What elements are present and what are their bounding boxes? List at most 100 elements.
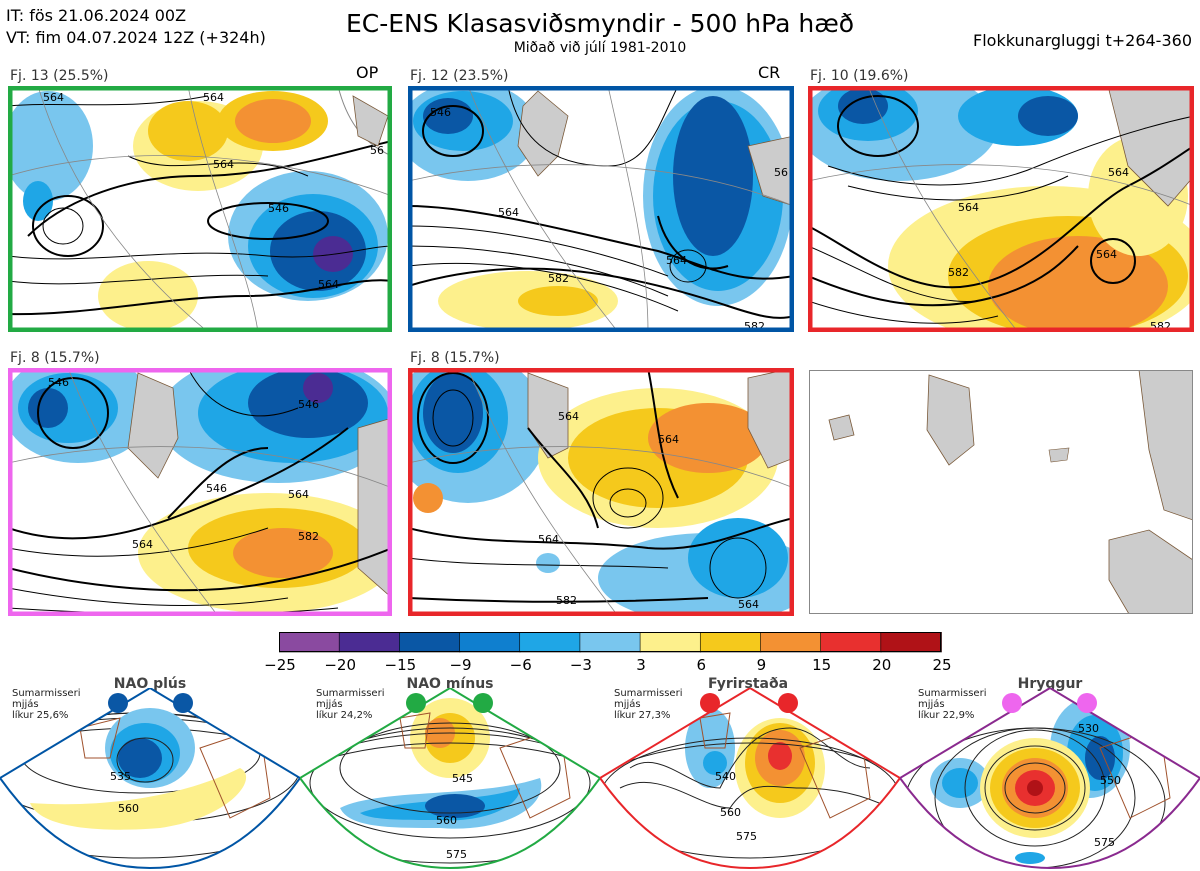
contour-label: 582 [548, 272, 569, 285]
regime-1-dot-2 [173, 693, 193, 713]
contour-label: 560 [118, 802, 139, 815]
contour-label: 582 [298, 530, 319, 543]
regime-4-border [900, 688, 1200, 870]
contour-label: 575 [736, 830, 757, 843]
regime-1-border [0, 688, 300, 870]
colorbar-cell [699, 632, 762, 653]
contour-label: 564 [203, 91, 224, 104]
colorbar-tick-label: 20 [872, 656, 892, 674]
colorbar-tick-label: −15 [384, 656, 417, 674]
regime-1-dot-1 [108, 693, 128, 713]
regime-map-nao-minus: 545 560 575 [300, 688, 600, 871]
panel-4-border [8, 368, 392, 616]
colorbar-cell [459, 632, 521, 653]
colorbar-cell [338, 632, 401, 653]
panel-6-border [809, 370, 1193, 614]
contour-label: 560 [720, 806, 741, 819]
panel-5-border [408, 368, 794, 616]
header-times: IT: fös 21.06.2024 00Z VT: fim 04.07.202… [6, 5, 266, 49]
cluster-map-3: 564 564 582 564 582 [808, 86, 1194, 332]
cluster-map-2: 546 564 582 564 56 582 [408, 86, 794, 332]
contour-label: 546 [206, 482, 227, 495]
page-title: EC-ENS Klasasviðsmyndir - 500 hPa hæð [345, 9, 855, 38]
classification-window: Flokkunargluggi t+264-360 [973, 31, 1192, 50]
contour-label: 535 [110, 770, 131, 783]
colorbar-tick-label: −9 [449, 656, 472, 674]
cluster-map-4: 546 546 564 582 564 546 [8, 368, 392, 616]
contour-label: 564 [958, 201, 979, 214]
colorbar-tick-label: 6 [696, 656, 707, 674]
panel-3-label: Fj. 10 (19.6%) [810, 68, 909, 84]
contour-label: 546 [48, 376, 69, 389]
panel-3-border [808, 86, 1194, 332]
regime-4-name: Hryggur [1017, 676, 1083, 692]
cluster-map-1: 564 564 564 546 564 56 [8, 86, 392, 332]
panel-1-label: Fj. 13 (25.5%) [10, 68, 109, 84]
panel-4-label: Fj. 8 (15.7%) [10, 350, 100, 366]
regime-3-border [600, 688, 900, 870]
contour-label: 564 [1108, 166, 1129, 179]
panel-2-label: Fj. 12 (23.5%) [410, 68, 509, 84]
empty-map [809, 370, 1193, 614]
contour-label: 582 [948, 266, 969, 279]
cluster-map-5: 564 564 564 582 564 [408, 368, 794, 616]
colorbar-tick-label: −6 [509, 656, 532, 674]
colorbar-cell [579, 632, 641, 653]
colorbar-tick-label: 9 [756, 656, 767, 674]
contour-label: 564 [43, 91, 64, 104]
colorbar-tick-label: 3 [636, 656, 646, 674]
panel-2-border [408, 86, 794, 332]
colorbar [279, 632, 943, 654]
regime-2-name: NAO mínus [406, 676, 494, 692]
panel-5-label: Fj. 8 (15.7%) [410, 350, 500, 366]
contour-label: 56 [370, 144, 384, 157]
issue-time: IT: fös 21.06.2024 00Z [6, 6, 187, 25]
regime-3-dot-2 [778, 693, 798, 713]
colorbar-cell [519, 632, 581, 653]
contour-label: 530 [1078, 722, 1099, 735]
contour-label: 550 [1100, 774, 1121, 787]
panel-1-border [8, 86, 392, 332]
regime-1-name: NAO plús [113, 676, 187, 692]
contour-label: 560 [436, 814, 457, 827]
colorbar-cell [279, 632, 340, 653]
contour-label: 564 [658, 433, 679, 446]
contour-label: 546 [430, 106, 451, 119]
contour-label: 564 [558, 410, 579, 423]
colorbar-tick-label: 25 [932, 656, 952, 674]
contour-label: 540 [715, 770, 736, 783]
regime-4-dot-2 [1077, 693, 1097, 713]
contour-label: 546 [298, 398, 319, 411]
contour-label: 56 [774, 166, 788, 179]
contour-label: 564 [132, 538, 153, 551]
regime-4-dot-1 [1002, 693, 1022, 713]
contour-label: 564 [538, 533, 559, 546]
regime-2-dot-2 [473, 693, 493, 713]
contour-label: 582 [556, 594, 577, 607]
contour-label: 564 [666, 254, 687, 267]
regime-2-border [300, 688, 600, 870]
panel-1-tag: OP [356, 63, 379, 82]
contour-label: 575 [1094, 836, 1115, 849]
regime-1-note: Sumarmisseri mjjás líkur 25,6% [12, 688, 81, 721]
regime-2-note: Sumarmisseri mjjás líkur 24,2% [316, 688, 385, 721]
page-subtitle: Miðað við júlí 1981-2010 [513, 40, 687, 56]
contour-label: 564 [738, 598, 759, 611]
colorbar-cell [760, 632, 822, 653]
regime-3-note: Sumarmisseri mjjás líkur 27,3% [614, 688, 683, 721]
colorbar-tick-label: 15 [812, 656, 832, 674]
regime-4-note: Sumarmisseri mjjás líkur 22,9% [918, 688, 987, 721]
contour-label: 564 [318, 278, 339, 291]
contour-label: 546 [268, 202, 289, 215]
regime-2-dot-1 [406, 693, 426, 713]
contour-label: 575 [446, 848, 467, 861]
colorbar-cell [639, 632, 702, 653]
panel-2-tag: CR [758, 63, 781, 82]
regime-3-name: Fyrirstaða [707, 676, 789, 692]
contour-label: 545 [452, 772, 473, 785]
regime-map-nao-plus: 535 560 [0, 688, 300, 871]
contour-label: 564 [288, 488, 309, 501]
colorbar-tick-label: −20 [324, 656, 356, 674]
contour-label: 564 [1096, 248, 1117, 261]
colorbar-cell [399, 632, 461, 653]
